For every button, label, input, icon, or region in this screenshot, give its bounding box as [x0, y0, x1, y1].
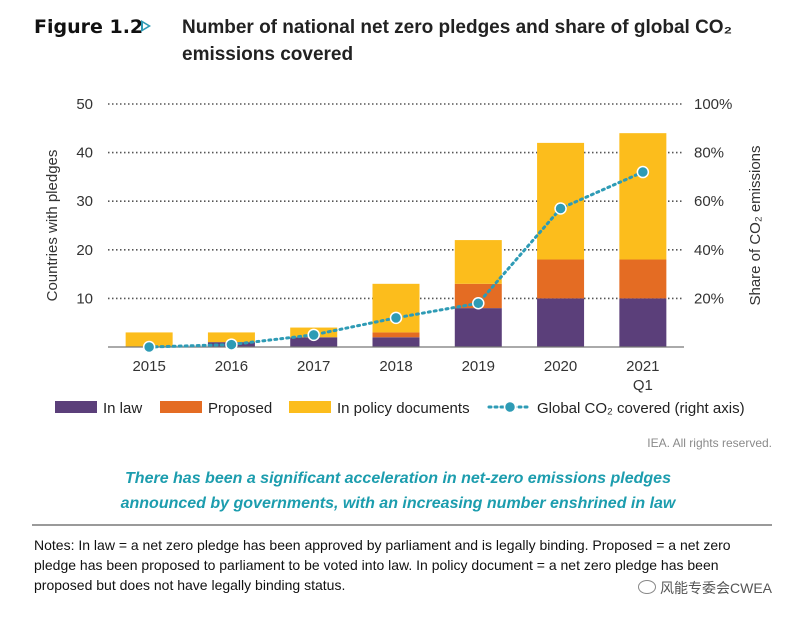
y-tick-label: 50: [76, 96, 93, 113]
legend-swatch: [160, 401, 202, 413]
bar-segment: [619, 133, 667, 260]
divider: [32, 524, 772, 526]
co2-point: [472, 297, 485, 310]
bar-segment: [619, 259, 667, 299]
bar-segment: [125, 332, 173, 347]
legend-label: In policy documents: [337, 400, 470, 417]
y-right-tick-label: 60%: [694, 193, 724, 210]
watermark-text: 风能专委会CWEA: [660, 580, 772, 596]
legend-label: In law: [103, 400, 142, 417]
y-tick-label: 30: [76, 193, 93, 210]
y-right-axis-title: Share of CO₂ emissions: [747, 145, 764, 305]
legend-swatch: [289, 401, 331, 413]
y-tick-label: 40: [76, 145, 93, 162]
co2-point: [636, 165, 650, 179]
x-tick-label: 2016: [215, 358, 248, 375]
y-tick-label: 10: [76, 290, 93, 307]
bar-segment: [372, 337, 420, 347]
y-right-tick-label: 80%: [694, 145, 724, 162]
notes: Notes: In law = a net zero pledge has be…: [34, 537, 731, 593]
co2-point: [307, 328, 320, 342]
x-tick-label: 2017: [297, 358, 330, 375]
co2-point: [142, 340, 156, 354]
legend-line-marker: [503, 400, 517, 414]
bar-segment: [207, 332, 255, 343]
x-tick-label: 2020: [544, 358, 577, 375]
wechat-icon: [638, 580, 656, 594]
bar-segment: [372, 283, 420, 333]
y-right-tick-label: 20%: [694, 290, 724, 307]
y-right-tick-label: 40%: [694, 242, 724, 259]
x-tick-label: 2015: [132, 358, 165, 375]
figure-title-line-2: emissions covered: [182, 44, 354, 65]
credit-text: IEA. All rights reserved.: [647, 436, 772, 450]
bar-segment: [290, 337, 338, 347]
figure-number: Figure 1.2: [34, 16, 144, 38]
x-tick-label: 2018: [379, 358, 412, 375]
y-tick-label: 20: [76, 242, 93, 259]
figure-title: Number of national net zero pledges and …: [182, 14, 762, 68]
watermark: 风能专委会CWEA: [636, 578, 774, 598]
x-tick-sublabel: Q1: [633, 377, 653, 394]
caption-line-2: announced by governments, with an increa…: [120, 495, 676, 512]
bar-segment: [454, 240, 502, 284]
figure-title-line-1: Number of national net zero pledges and …: [182, 17, 733, 38]
y-right-tick-label: 100%: [694, 96, 732, 113]
x-tick-label: 2021: [626, 358, 659, 375]
x-tick-label: 2019: [462, 358, 495, 375]
legend-label: Proposed: [208, 400, 272, 417]
figure-arrow-icon: [141, 20, 151, 32]
legend-swatch: [55, 401, 97, 413]
bar-segment: [372, 332, 420, 338]
legend-label: Global CO₂ covered (right axis): [537, 400, 745, 417]
co2-point: [389, 311, 403, 325]
y-axis-title: Countries with pledges: [44, 150, 61, 302]
caption-line-1: There has been a significant acceleratio…: [125, 470, 671, 487]
bar-segment: [619, 298, 667, 347]
bar-segment: [454, 308, 502, 347]
chart-caption: There has been a significant acceleratio…: [0, 466, 796, 516]
bar-segment: [537, 259, 585, 299]
co2-point: [225, 338, 238, 351]
bar-segment: [537, 298, 585, 347]
pledges-chart: 50 40 30 20 10 100% 80% 60% 40% 20% 2015 2016 2017 20…: [44, 96, 764, 417]
co2-point: [554, 202, 567, 215]
